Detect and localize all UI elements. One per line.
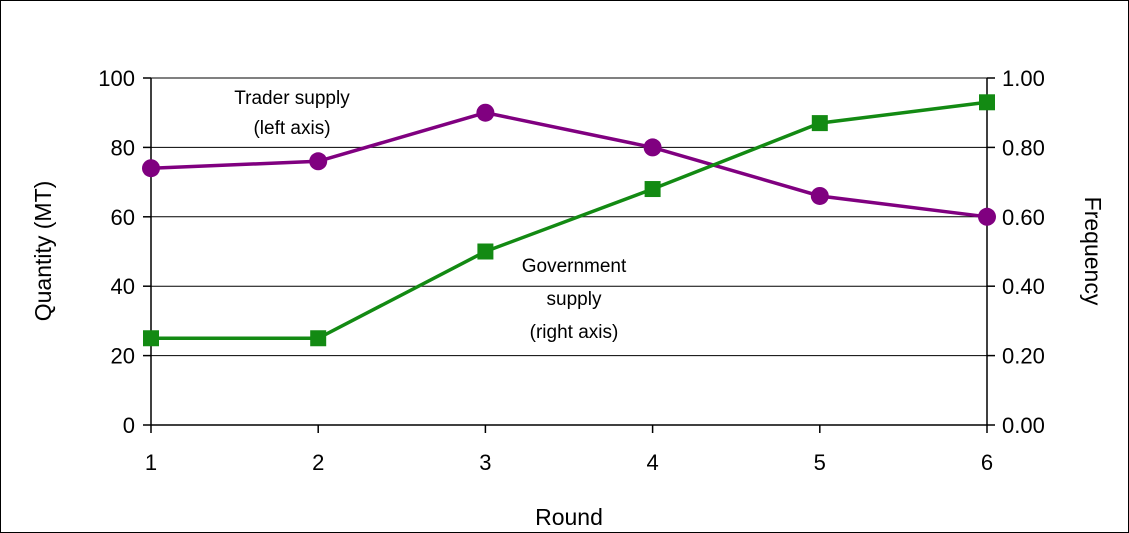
trader-supply-point	[643, 138, 662, 157]
y2-tick-label: 0.60	[1002, 205, 1045, 230]
y-tick-label: 60	[111, 205, 135, 230]
ticks: 0 20 40 60 80 100 0.00 0.20 0.40 0.60 0.80 1.00 1 2 3 4…	[98, 66, 1045, 475]
government-supply-point	[477, 243, 494, 260]
y-tick-label: 40	[111, 274, 135, 299]
trader-annotation-line-1: Trader supply	[234, 88, 350, 109]
trader-supply-point	[142, 159, 160, 178]
y2-tick-label: 0.80	[1002, 135, 1045, 160]
x-axis-title: Round	[535, 504, 603, 530]
government-annotation-line-1: Government	[522, 256, 627, 277]
trader-supply-line	[150, 110, 988, 219]
y-tick-label: 0	[123, 413, 135, 438]
government-supply-line	[151, 100, 988, 340]
axes	[150, 78, 988, 426]
y-tick-label: 20	[111, 344, 135, 369]
government-supply-point	[310, 330, 327, 347]
x-tick-label: 2	[312, 450, 324, 475]
x-tick-label: 6	[981, 450, 993, 475]
gridlines	[151, 77, 987, 357]
trader-supply-point	[978, 207, 996, 226]
y2-tick-label: 0.00	[1002, 413, 1045, 438]
trader-annotation-line-2: (left axis)	[253, 118, 330, 139]
x-tick-label: 5	[814, 450, 826, 475]
government-supply-point	[811, 115, 828, 132]
series-lines	[150, 100, 988, 340]
series-markers	[142, 94, 996, 347]
x-tick-label: 1	[145, 450, 157, 475]
trader-supply-annotation: Trader supply (left axis)	[234, 88, 350, 139]
y-tick-label: 80	[111, 135, 135, 160]
government-supply-annotation: Government supply (right axis)	[522, 256, 627, 343]
government-supply-point	[979, 94, 995, 111]
trader-supply-point	[476, 103, 495, 122]
government-annotation-line-2: supply	[547, 289, 602, 310]
y-axis-title: Quantity (MT)	[30, 181, 56, 322]
y-tick-label: 100	[98, 66, 135, 91]
y2-tick-label: 0.40	[1002, 274, 1045, 299]
government-annotation-line-3: (right axis)	[530, 322, 619, 343]
y2-tick-label: 1.00	[1002, 66, 1045, 91]
y2-axis-title: Frequency	[1080, 197, 1106, 306]
x-tick-label: 3	[479, 450, 491, 475]
government-supply-point	[143, 330, 159, 347]
y2-tick-label: 0.20	[1002, 344, 1045, 369]
government-supply-point	[644, 181, 661, 198]
trader-supply-point	[810, 186, 829, 205]
trader-supply-point	[309, 152, 328, 171]
x-tick-label: 4	[646, 450, 658, 475]
